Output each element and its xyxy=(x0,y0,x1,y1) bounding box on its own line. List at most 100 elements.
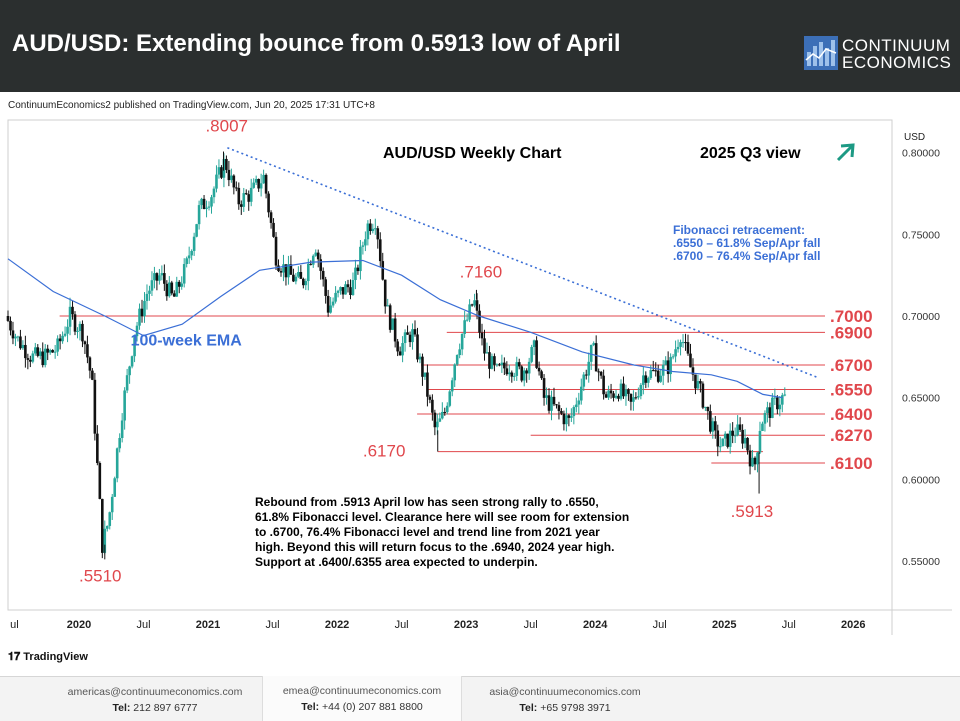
candle-body xyxy=(212,188,216,198)
candle-body xyxy=(304,281,308,286)
candle-body xyxy=(699,381,702,384)
x-tick-label: 2020 xyxy=(67,619,91,631)
candle-body xyxy=(753,457,757,465)
x-tick-label: 2025 xyxy=(712,619,736,631)
candle-body xyxy=(252,182,255,188)
candle-body xyxy=(617,395,620,399)
candle-body xyxy=(669,357,672,375)
candle-body xyxy=(426,372,429,397)
candle-body xyxy=(696,381,700,389)
candle-body xyxy=(465,319,469,321)
candle-body xyxy=(584,374,588,376)
candle-body xyxy=(498,364,501,366)
candle-body xyxy=(560,410,563,414)
level-label: .6270 xyxy=(830,426,873,445)
footer-email[interactable]: asia@continuumeconomics.com xyxy=(489,686,641,698)
candle-body xyxy=(215,174,218,189)
candle-body xyxy=(257,178,260,189)
candle-body xyxy=(138,308,141,326)
candle-body xyxy=(185,258,188,265)
candle-body xyxy=(388,305,392,330)
candle-body xyxy=(485,352,489,354)
candle-body xyxy=(321,270,325,280)
candle-body xyxy=(369,223,372,232)
candle-body xyxy=(329,305,332,313)
fibonacci-note: .6550 – 61.8% Sep/Apr fall xyxy=(673,236,820,250)
candle-body xyxy=(58,338,62,342)
candle-body xyxy=(436,421,439,428)
footer-tel: 212 897 6777 xyxy=(133,702,198,714)
candle-body xyxy=(401,343,404,356)
candle-body xyxy=(344,284,347,295)
candle-body xyxy=(81,323,84,342)
candle-body xyxy=(163,273,166,284)
candle-body xyxy=(118,437,121,449)
header-bar: AUD/USD: Extending bounce from 0.5913 lo… xyxy=(0,0,960,92)
candle-body xyxy=(210,197,213,207)
candle-body xyxy=(746,437,749,451)
candle-body xyxy=(247,194,251,202)
candle-body xyxy=(128,366,131,376)
candle-body xyxy=(396,341,399,352)
candle-body xyxy=(264,174,268,194)
candle-body xyxy=(91,370,94,380)
candle-body xyxy=(272,222,275,237)
candle-body xyxy=(450,380,454,392)
candle-body xyxy=(78,323,82,332)
y-tick-label: 0.60000 xyxy=(902,474,940,486)
candle-body xyxy=(267,193,270,213)
candle-body xyxy=(445,405,449,413)
y-tick-label: 0.70000 xyxy=(902,311,940,323)
candle-body xyxy=(555,404,558,406)
x-tick-label: Jul xyxy=(782,619,796,631)
candle-body xyxy=(525,370,528,374)
candle-body xyxy=(421,356,424,377)
candle-body xyxy=(512,375,516,377)
candle-body xyxy=(646,378,650,383)
candle-body xyxy=(406,332,409,335)
y-tick-label: 0.65000 xyxy=(902,393,940,405)
candle-body xyxy=(761,423,764,431)
candle-body xyxy=(225,158,228,170)
candle-body xyxy=(500,362,504,366)
candle-body xyxy=(403,332,407,344)
candle-body xyxy=(9,320,12,331)
candle-body xyxy=(373,228,377,230)
fibonacci-note: .6700 – 76.4% Sep/Apr fall xyxy=(673,249,820,263)
x-tick-label: Jul xyxy=(524,619,538,631)
candle-body xyxy=(239,204,243,207)
candle-body xyxy=(508,372,511,375)
candle-body xyxy=(602,375,605,395)
candle-body xyxy=(629,393,633,402)
candle-body xyxy=(309,263,313,265)
candle-body xyxy=(483,338,486,354)
candle-body xyxy=(158,275,161,281)
candle-body xyxy=(220,167,223,178)
candle-body xyxy=(689,353,692,368)
footer-email[interactable]: americas@continuumeconomics.com xyxy=(67,686,243,698)
candle-body xyxy=(282,264,285,273)
price-annotation: .5510 xyxy=(79,566,122,585)
candle-body xyxy=(768,407,772,418)
candle-body xyxy=(562,413,566,425)
candle-body xyxy=(599,371,603,376)
candle-body xyxy=(493,356,496,365)
candle-body xyxy=(143,300,146,317)
ema-label: 100-week EMA xyxy=(131,332,243,349)
footer-email[interactable]: emea@continuumeconomics.com xyxy=(282,685,442,697)
candle-body xyxy=(287,264,290,278)
candle-body xyxy=(659,375,663,382)
candle-body xyxy=(542,378,546,398)
candle-body xyxy=(108,512,112,526)
candle-body xyxy=(41,351,45,366)
candle-body xyxy=(604,394,608,398)
candle-body xyxy=(48,350,52,353)
candle-body xyxy=(550,396,553,411)
fibonacci-note: Fibonacci retracement: xyxy=(673,223,805,237)
candle-body xyxy=(195,224,198,237)
candle-body xyxy=(473,300,476,306)
candle-body xyxy=(614,395,618,398)
candle-body xyxy=(71,306,74,315)
commentary-line: Rebound from .5913 April low has seen st… xyxy=(255,495,599,509)
candle-body xyxy=(86,344,89,358)
